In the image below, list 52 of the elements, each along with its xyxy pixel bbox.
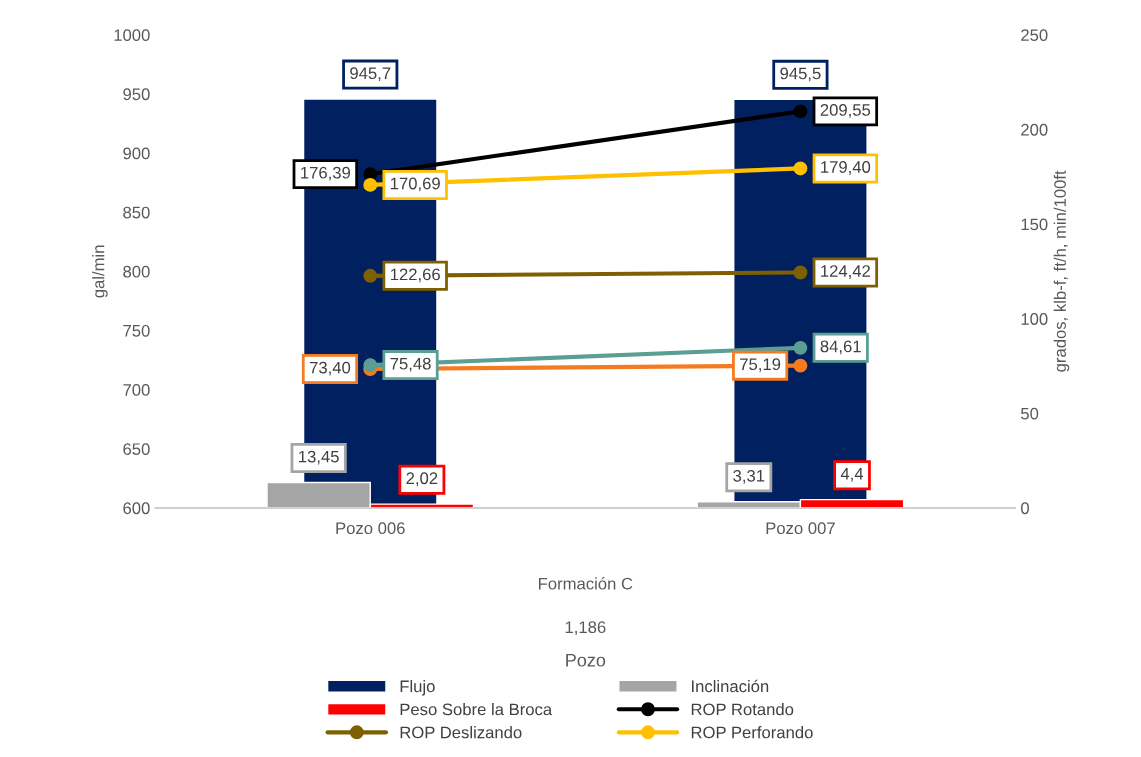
- y-tick-label: 800: [123, 265, 150, 278]
- point: [793, 104, 808, 119]
- y-tick-label: 1000: [114, 29, 150, 42]
- data-label: 4,4: [840, 468, 864, 482]
- data-label: 122,66: [390, 268, 440, 283]
- data-label: 2,02: [406, 472, 438, 487]
- text: 1,186: [565, 621, 606, 636]
- y2-tick-label: 150: [1021, 218, 1048, 231]
- point: [793, 265, 808, 280]
- data-label: 73,40: [309, 361, 351, 376]
- data-label: 945,7: [350, 67, 391, 82]
- legend-label: ROP Perforando: [691, 726, 813, 739]
- y2-tick-label: 200: [1021, 123, 1048, 136]
- legend-label: ROP Rotando: [691, 703, 794, 716]
- data-label: 75,19: [740, 358, 781, 373]
- point: [363, 358, 378, 373]
- y2-tick-label: 50: [1021, 407, 1039, 420]
- x-tick-label: Pozo 007: [766, 522, 835, 535]
- y-tick-label: 650: [123, 443, 150, 456]
- y2-tick-label: 0: [1021, 502, 1029, 515]
- point: [793, 161, 808, 176]
- data-label: 945,5: [780, 67, 821, 82]
- y-tick-label: 750: [123, 324, 150, 337]
- y2-tick-label: 250: [1021, 29, 1048, 42]
- text: Pozo: [566, 653, 606, 667]
- y-tick-label: 950: [123, 88, 150, 101]
- data-label: 75,48: [390, 357, 431, 372]
- y-tick-label: 900: [123, 147, 150, 160]
- y-tick-label: 850: [123, 206, 150, 219]
- legend-label: Flujo: [400, 680, 435, 696]
- legend-label: Peso Sobre la Broca: [400, 703, 553, 716]
- legend-label: Inclinación: [692, 679, 769, 693]
- y-tick-label: 700: [123, 384, 150, 396]
- point: [363, 268, 378, 283]
- data-label: 209,55: [820, 104, 871, 118]
- y-axis-title: gal/min: [92, 245, 108, 298]
- y2-tick-label: 100: [1021, 313, 1048, 325]
- point: [363, 177, 378, 192]
- data-label: 3,31: [733, 469, 765, 484]
- legend-label: ROP Deslizando: [400, 726, 522, 739]
- text: Formación C: [539, 577, 633, 590]
- point: [793, 358, 808, 373]
- data-label: 170,69: [390, 177, 440, 192]
- point: [793, 340, 808, 355]
- data-label: 179,40: [821, 161, 871, 175]
- y2-axis-title: grados, klb-f, ft/h, min/100ft: [1053, 170, 1070, 372]
- data-label: 176,39: [301, 166, 351, 181]
- data-label: 124,42: [821, 265, 870, 279]
- data-label: 13,45: [299, 450, 339, 465]
- data-label: 84,61: [820, 340, 861, 355]
- y-tick-label: 600: [123, 502, 150, 515]
- x-tick-label: Pozo 006: [336, 522, 405, 535]
